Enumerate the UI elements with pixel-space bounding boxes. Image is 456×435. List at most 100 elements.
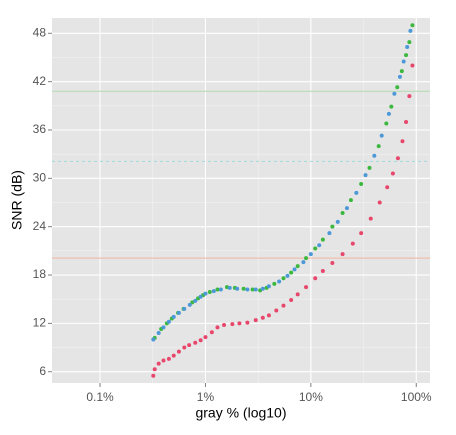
point xyxy=(395,85,400,90)
point xyxy=(203,335,208,340)
point xyxy=(277,279,282,284)
point xyxy=(151,337,156,342)
point xyxy=(372,153,377,158)
point xyxy=(193,298,198,303)
point xyxy=(237,321,242,326)
point xyxy=(171,353,176,358)
point xyxy=(330,224,335,229)
x-tick-label: 0.1% xyxy=(86,390,114,404)
point xyxy=(241,286,246,291)
point xyxy=(376,144,381,149)
point xyxy=(354,190,359,195)
point xyxy=(397,74,402,79)
point xyxy=(395,156,400,161)
point xyxy=(266,284,271,289)
panel xyxy=(52,18,430,383)
point xyxy=(340,252,345,257)
y-tick-label: 18 xyxy=(33,267,47,281)
point xyxy=(260,315,265,320)
point xyxy=(408,28,413,33)
point xyxy=(392,91,397,96)
point xyxy=(301,260,306,265)
point xyxy=(161,325,166,330)
point xyxy=(272,281,277,286)
point xyxy=(384,121,389,126)
point xyxy=(304,285,309,290)
point xyxy=(350,241,355,246)
point xyxy=(335,219,340,224)
point xyxy=(281,276,286,281)
point xyxy=(289,298,294,303)
point xyxy=(367,165,372,170)
point xyxy=(193,340,198,345)
y-axis-label: SNR (dB) xyxy=(9,170,25,230)
point xyxy=(379,133,384,138)
x-axis-label: gray % (log10) xyxy=(195,405,286,421)
point xyxy=(386,111,391,116)
point xyxy=(295,264,300,269)
point xyxy=(207,289,212,294)
point xyxy=(308,252,313,257)
point xyxy=(410,63,415,68)
x-tick-label: 10% xyxy=(299,390,323,404)
point xyxy=(187,343,192,348)
point xyxy=(404,53,409,58)
point xyxy=(399,69,404,74)
point xyxy=(330,260,335,265)
point xyxy=(313,246,318,251)
point xyxy=(313,276,318,281)
point xyxy=(344,206,349,211)
point xyxy=(359,231,364,236)
point xyxy=(152,367,157,372)
point xyxy=(292,267,297,272)
y-tick-label: 24 xyxy=(33,219,47,233)
point xyxy=(209,330,214,335)
point xyxy=(227,285,232,290)
point xyxy=(211,289,216,294)
x-tick-label: 100% xyxy=(401,390,432,404)
point xyxy=(285,273,290,278)
point xyxy=(389,104,394,109)
point xyxy=(368,216,373,221)
point xyxy=(407,94,412,99)
point xyxy=(222,322,227,327)
point xyxy=(176,310,181,315)
point xyxy=(176,349,181,354)
point xyxy=(289,270,294,275)
point xyxy=(320,269,325,274)
point xyxy=(198,294,203,299)
point xyxy=(166,319,171,324)
point xyxy=(390,171,395,176)
y-tick-label: 6 xyxy=(39,364,46,378)
point xyxy=(410,23,415,28)
point xyxy=(274,308,279,313)
point xyxy=(359,181,364,186)
point xyxy=(400,139,405,144)
point xyxy=(260,286,265,291)
y-tick-label: 42 xyxy=(33,74,47,88)
point xyxy=(317,243,322,248)
point xyxy=(161,358,166,363)
point xyxy=(250,287,255,292)
point xyxy=(182,306,187,311)
point xyxy=(377,200,382,205)
point xyxy=(235,286,240,291)
point xyxy=(171,314,176,319)
point xyxy=(187,302,192,307)
point xyxy=(304,256,309,261)
point xyxy=(363,173,368,178)
point xyxy=(385,185,390,190)
point xyxy=(327,231,332,236)
point xyxy=(156,361,161,366)
point xyxy=(281,303,286,308)
point xyxy=(245,320,250,325)
point xyxy=(320,237,325,242)
point xyxy=(401,59,406,64)
point xyxy=(190,300,195,305)
y-tick-label: 48 xyxy=(33,25,47,39)
point xyxy=(151,373,156,378)
point xyxy=(405,45,410,50)
point xyxy=(340,210,345,215)
point xyxy=(156,331,161,336)
